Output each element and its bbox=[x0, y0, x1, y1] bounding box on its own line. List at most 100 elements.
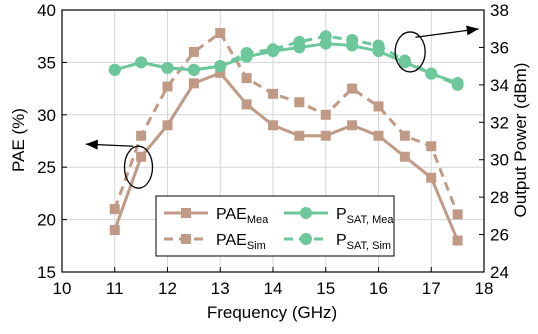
data-point bbox=[294, 130, 305, 141]
legend-label: PSAT, Mea bbox=[336, 206, 394, 226]
legend-label: PAESim bbox=[216, 232, 266, 252]
data-point bbox=[188, 78, 199, 89]
y-right-tick-label: 32 bbox=[490, 113, 509, 132]
x-tick-label: 15 bbox=[316, 279, 335, 298]
psat-axis-annotation-arrow-head bbox=[466, 25, 479, 36]
data-point bbox=[162, 81, 173, 92]
legend-item: PSAT, Sim bbox=[284, 232, 391, 252]
x-tick-label: 17 bbox=[422, 279, 441, 298]
x-tick-label: 13 bbox=[211, 279, 230, 298]
legend-marker bbox=[300, 207, 312, 219]
data-point bbox=[452, 235, 463, 246]
y-right-tick-label: 24 bbox=[490, 263, 509, 282]
data-point bbox=[426, 141, 437, 152]
data-point bbox=[240, 47, 253, 60]
legend-marker bbox=[300, 233, 312, 245]
legend-label: PAEMea bbox=[216, 206, 269, 226]
psat-axis-annotation-ellipse bbox=[394, 31, 426, 73]
axis-layer: 10 11 12 13 14 15 16 17 18 15 20 25 30 35 40 24 26 28 30 32… bbox=[37, 1, 509, 298]
data-point bbox=[399, 151, 410, 162]
y-right-tick-label: 34 bbox=[490, 76, 509, 95]
series-layer bbox=[108, 28, 464, 246]
y-right-tick-label: 30 bbox=[490, 151, 509, 170]
data-point bbox=[372, 39, 385, 52]
y-left-tick-label: 20 bbox=[37, 211, 56, 230]
data-point bbox=[346, 33, 359, 46]
data-point bbox=[136, 130, 147, 141]
data-point bbox=[162, 120, 173, 131]
legend-label-main: PAE bbox=[216, 206, 247, 223]
data-point bbox=[214, 60, 227, 73]
data-point bbox=[373, 130, 384, 141]
data-point bbox=[109, 225, 120, 236]
legend-label-subscript: Sim bbox=[247, 240, 266, 252]
y-axis-right-title: Output Power (dBm) bbox=[511, 63, 530, 218]
legend-label-main: P bbox=[336, 232, 347, 249]
x-axis-title: Frequency (GHz) bbox=[207, 303, 337, 322]
legend-label-main: P bbox=[336, 206, 347, 223]
legend-box bbox=[155, 195, 395, 257]
data-point bbox=[452, 209, 463, 220]
data-point bbox=[241, 73, 252, 84]
data-point bbox=[347, 120, 358, 131]
x-tick-label: 18 bbox=[475, 279, 494, 298]
data-point bbox=[188, 46, 199, 57]
legend-label-main: PAE bbox=[216, 232, 247, 249]
data-point bbox=[293, 35, 306, 48]
data-point bbox=[320, 109, 331, 120]
legend-marker bbox=[181, 234, 191, 244]
y-left-tick-label: 30 bbox=[37, 106, 56, 125]
data-point bbox=[241, 99, 252, 110]
data-point bbox=[320, 130, 331, 141]
x-tick-label: 12 bbox=[158, 279, 177, 298]
legend-marker bbox=[181, 208, 191, 218]
pae-axis-annotation-arrow-head bbox=[85, 139, 98, 150]
data-point bbox=[425, 67, 438, 80]
data-point bbox=[136, 151, 147, 162]
legend-item: PAEMea bbox=[164, 206, 269, 226]
data-point bbox=[373, 101, 384, 112]
y-left-tick-label: 15 bbox=[37, 263, 56, 282]
legend-label-subscript: SAT, Sim bbox=[347, 240, 391, 252]
data-point bbox=[451, 78, 464, 91]
annotation-layer bbox=[85, 25, 479, 189]
x-tick-label: 10 bbox=[53, 279, 72, 298]
y-right-tick-label: 28 bbox=[490, 188, 509, 207]
legend-label-subscript: SAT, Mea bbox=[347, 214, 395, 226]
x-tick-label: 16 bbox=[369, 279, 388, 298]
grid-layer bbox=[61, 9, 485, 273]
y-left-tick-label: 25 bbox=[37, 158, 56, 177]
data-point bbox=[109, 204, 120, 215]
x-tick-label: 11 bbox=[106, 279, 124, 298]
data-point bbox=[319, 30, 332, 43]
data-point bbox=[187, 63, 200, 76]
y-right-tick-label: 26 bbox=[490, 226, 509, 245]
y-right-tick-label: 36 bbox=[490, 38, 509, 57]
data-point bbox=[268, 88, 278, 99]
data-point bbox=[426, 172, 437, 183]
data-point bbox=[215, 67, 226, 78]
legend-label: PSAT, Sim bbox=[336, 232, 391, 252]
data-point bbox=[135, 56, 148, 69]
data-point bbox=[267, 43, 279, 56]
data-point bbox=[268, 120, 278, 131]
y-right-tick-label: 38 bbox=[490, 1, 509, 20]
pae-axis-annotation-ellipse bbox=[123, 145, 154, 189]
legend-item: PSAT, Mea bbox=[284, 206, 394, 226]
data-point bbox=[399, 130, 410, 141]
data-point bbox=[398, 54, 411, 67]
y-left-tick-label: 35 bbox=[37, 53, 56, 72]
x-tick-label: 14 bbox=[264, 279, 283, 298]
data-point bbox=[347, 83, 358, 94]
data-point bbox=[215, 28, 226, 39]
y-axis-left-title: PAE (%) bbox=[9, 108, 28, 172]
legend-label-subscript: Mea bbox=[247, 214, 269, 226]
data-point bbox=[294, 97, 305, 108]
legend-item: PAESim bbox=[164, 232, 266, 252]
y-left-tick-label: 40 bbox=[37, 1, 56, 20]
data-point bbox=[161, 62, 174, 75]
data-point bbox=[108, 63, 121, 76]
